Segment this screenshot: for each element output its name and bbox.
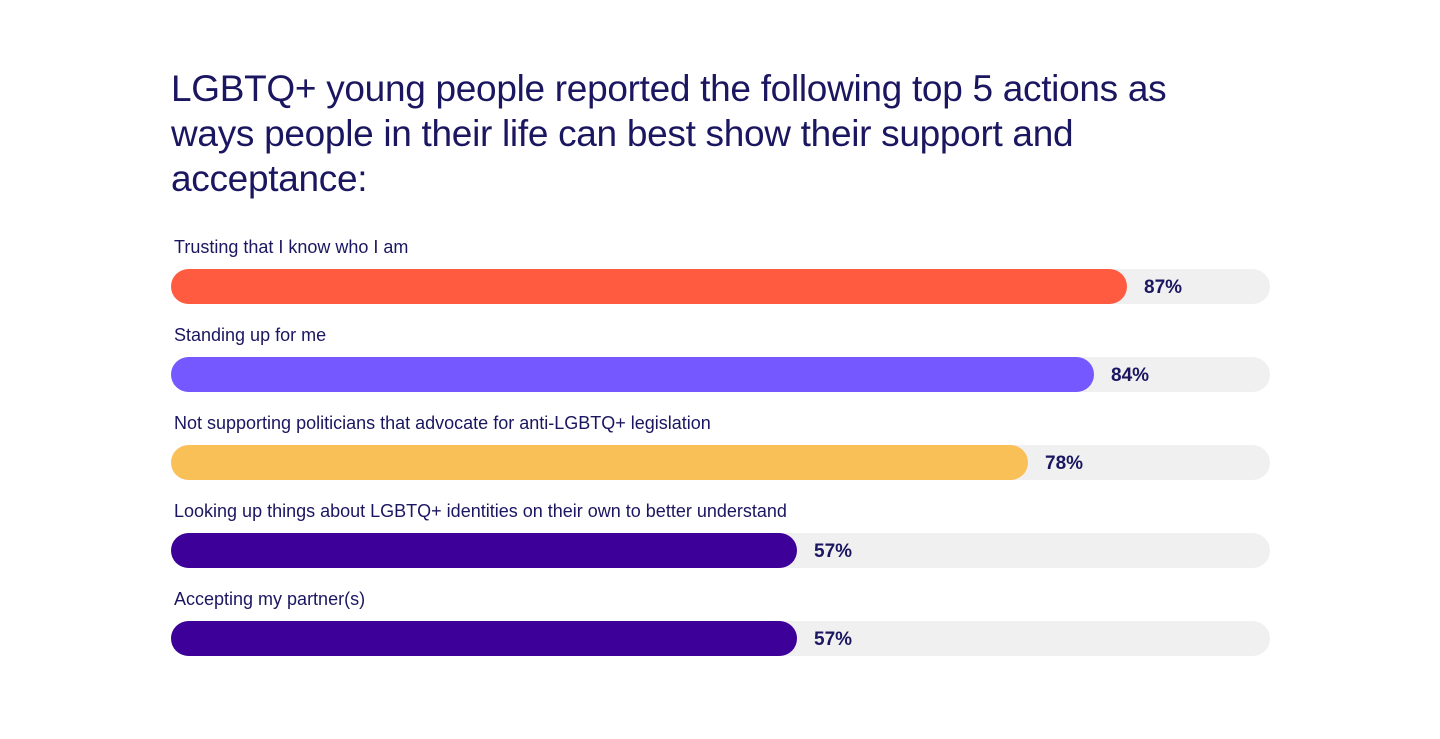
- bar-label: Trusting that I know who I am: [174, 237, 409, 257]
- bar-track: 84%: [171, 357, 1270, 392]
- bar-row: Standing up for me 84%: [0, 324, 1440, 404]
- bar-value-label: 87%: [1144, 277, 1183, 298]
- bar: [171, 269, 1127, 304]
- bar-track: 57%: [171, 533, 1270, 568]
- bar: [171, 533, 797, 568]
- bar-label: Looking up things about LGBTQ+ identitie…: [174, 501, 787, 521]
- bar-value-label: 57%: [814, 629, 853, 650]
- bar-value-label: 78%: [1045, 453, 1084, 474]
- bar-row: Not supporting politicians that advocate…: [0, 412, 1440, 492]
- bar-track: 78%: [171, 445, 1270, 480]
- bar-value-label: 57%: [814, 541, 853, 562]
- bar-track: 57%: [171, 621, 1270, 656]
- bar-label: Standing up for me: [174, 325, 327, 345]
- bar-row: Trusting that I know who I am 87%: [0, 236, 1440, 316]
- bar-row: Accepting my partner(s) 57%: [0, 588, 1440, 668]
- bar-track: 87%: [171, 269, 1270, 304]
- bar-value-label: 84%: [1111, 365, 1150, 386]
- bar-label: Accepting my partner(s): [174, 589, 366, 609]
- bar-row: Looking up things about LGBTQ+ identitie…: [0, 500, 1440, 580]
- bar-label: Not supporting politicians that advocate…: [174, 413, 711, 433]
- bar: [171, 445, 1028, 480]
- bar: [171, 621, 797, 656]
- bar: [171, 357, 1094, 392]
- chart-title: LGBTQ+ young people reported the followi…: [171, 68, 1167, 199]
